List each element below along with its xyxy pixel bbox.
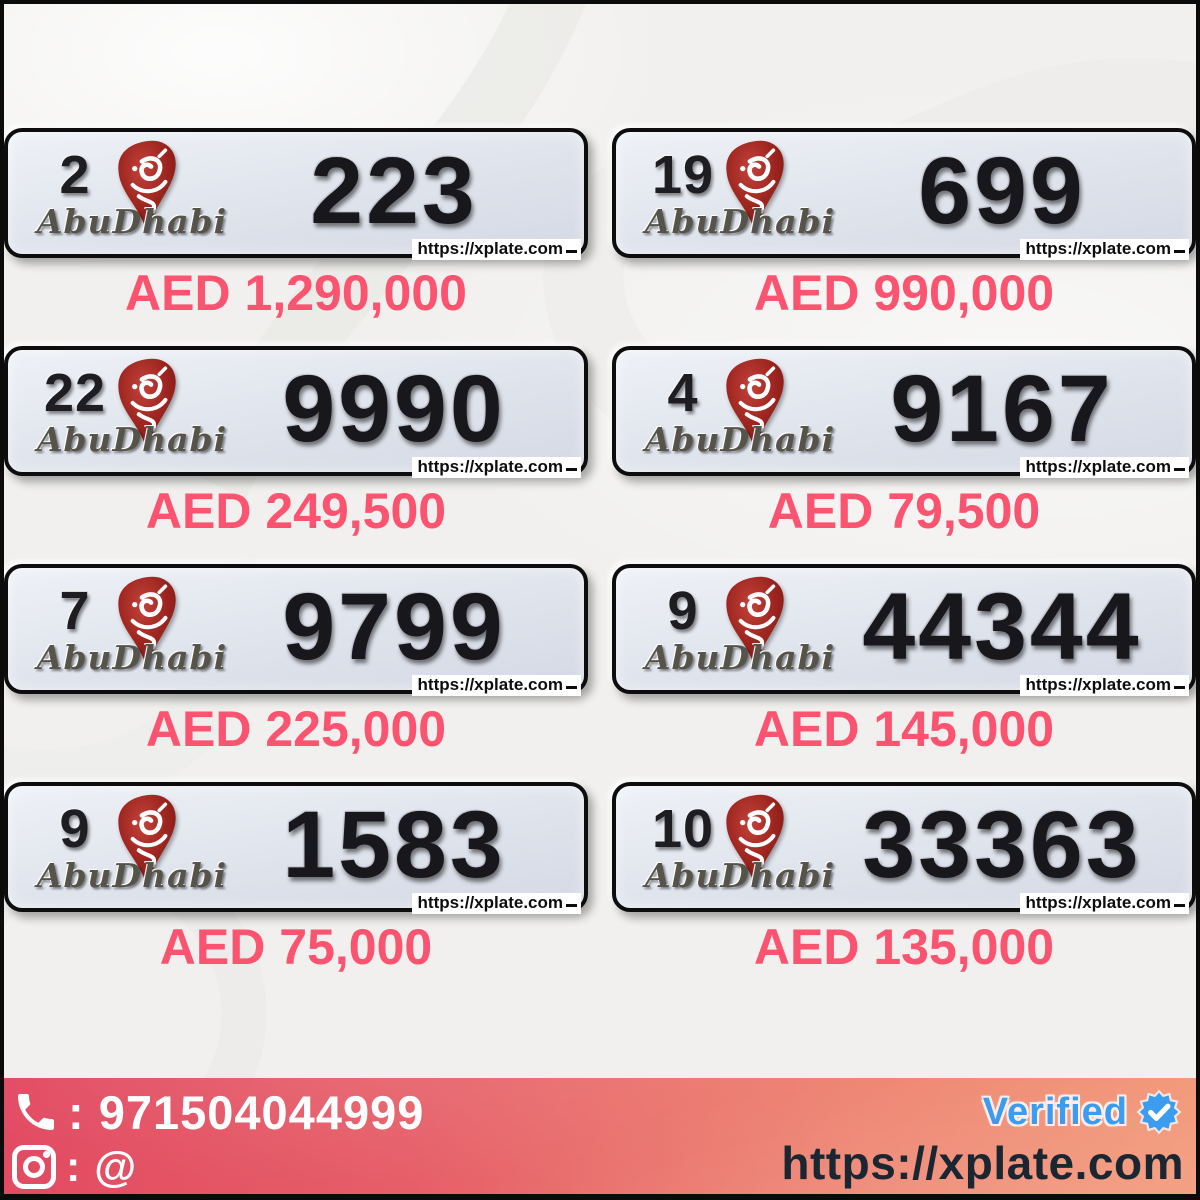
plate-number: 223	[310, 138, 478, 244]
license-plate: 19 AbuDhabi 699 https://xplate.com	[612, 128, 1196, 260]
verified-row: Verified	[781, 1086, 1184, 1138]
plate-number: 33363	[862, 792, 1142, 898]
plate-region-label: AbuDhabi	[36, 202, 228, 241]
plate-price: AED 75,000	[159, 919, 433, 975]
license-plate: 10 AbuDhabi 33363 https://xplate.co	[612, 782, 1196, 914]
abu-dhabi-emblem-icon	[118, 794, 176, 883]
plate-number: 1583	[282, 792, 506, 898]
abu-dhabi-emblem-icon	[726, 794, 784, 883]
plate-region-label: AbuDhabi	[36, 420, 228, 459]
plate-watermark: https://xplate.com	[1019, 675, 1189, 696]
plate-listing[interactable]: 22 AbuDhabi 9990 https://xplate.com	[4, 346, 588, 564]
plate-watermark: https://xplate.com	[1019, 239, 1189, 260]
plate-price: AED 990,000	[753, 265, 1055, 321]
plate-region-label: AbuDhabi	[644, 638, 836, 677]
plate-price: AED 1,290,000	[125, 265, 467, 321]
plate-category-number: 22	[43, 363, 107, 423]
license-plate: 22 AbuDhabi 9990 https://xplate.com	[4, 346, 588, 478]
plate-watermark: https://xplate.com	[411, 893, 581, 914]
instagram-icon	[12, 1145, 56, 1189]
verified-label: Verified	[982, 1090, 1128, 1133]
verified-badge-icon	[1136, 1089, 1182, 1135]
footer-bar: : 971504044999 : @ Verified https://xpla…	[4, 1078, 1196, 1194]
plate-number: 44344	[862, 574, 1142, 680]
phone-number: : 971504044999	[68, 1085, 425, 1139]
license-plate: 7 AbuDhabi 9799 https://xplate.com	[4, 564, 588, 696]
instagram-contact[interactable]: : @	[12, 1142, 424, 1192]
license-plate: 9 AbuDhabi 44344 https://xplate.com	[612, 564, 1196, 696]
license-plate: 2 AbuDhabi 223 https://xplate.com	[4, 128, 588, 260]
plate-number: 699	[918, 138, 1086, 244]
plate-region-label: AbuDhabi	[644, 202, 836, 241]
instagram-handle: : @	[66, 1142, 138, 1191]
plate-region-label: AbuDhabi	[36, 638, 228, 677]
plate-category-number: 10	[651, 799, 715, 859]
abu-dhabi-emblem-icon	[118, 576, 176, 665]
plate-category-number: 9	[59, 799, 91, 859]
plate-category-number: 2	[59, 145, 91, 205]
plate-watermark: https://xplate.com	[411, 457, 581, 478]
plate-listing[interactable]: 9 AbuDhabi 1583 https://xplate.com	[4, 782, 588, 1000]
site-block: Verified https://xplate.com	[781, 1086, 1184, 1188]
phone-contact[interactable]: : 971504044999	[12, 1082, 424, 1142]
plate-price: AED 249,500	[145, 483, 447, 539]
plate-category-number: 7	[59, 581, 91, 641]
plates-grid: 2 AbuDhabi 223 https://xplate.com	[4, 128, 1196, 1000]
abu-dhabi-emblem-icon	[726, 140, 784, 229]
plate-watermark: https://xplate.com	[411, 239, 581, 260]
plate-listing[interactable]: 10 AbuDhabi 33363 https://xplate.co	[612, 782, 1196, 1000]
plate-listing[interactable]: 9 AbuDhabi 44344 https://xplate.com	[612, 564, 1196, 782]
abu-dhabi-emblem-icon	[118, 358, 176, 447]
website-url[interactable]: https://xplate.com	[781, 1137, 1184, 1189]
plate-category-number: 9	[667, 581, 699, 641]
plate-watermark: https://xplate.com	[1019, 893, 1189, 914]
contact-block: : 971504044999 : @	[12, 1082, 424, 1192]
abu-dhabi-emblem-icon	[726, 576, 784, 665]
plate-region-label: AbuDhabi	[644, 420, 836, 459]
plate-region-label: AbuDhabi	[36, 856, 228, 895]
license-plate: 9 AbuDhabi 1583 https://xplate.com	[4, 782, 588, 914]
plate-watermark: https://xplate.com	[1019, 457, 1189, 478]
plate-listing[interactable]: 19 AbuDhabi 699 https://xplate.com	[612, 128, 1196, 346]
phone-icon	[18, 1094, 54, 1130]
plate-region-label: AbuDhabi	[644, 856, 836, 895]
plate-price: AED 145,000	[753, 701, 1055, 757]
plate-number: 9799	[282, 574, 506, 680]
license-plate: 4 AbuDhabi 9167 https://xplate.com	[612, 346, 1196, 478]
plate-price: AED 135,000	[753, 919, 1055, 975]
plate-watermark: https://xplate.com	[411, 675, 581, 696]
plate-number: 9167	[890, 356, 1114, 462]
plate-price: AED 79,500	[767, 483, 1041, 539]
abu-dhabi-emblem-icon	[118, 140, 176, 229]
abu-dhabi-emblem-icon	[726, 358, 784, 447]
plate-number: 9990	[282, 356, 506, 462]
plate-listing[interactable]: 7 AbuDhabi 9799 https://xplate.com	[4, 564, 588, 782]
plate-listing[interactable]: 4 AbuDhabi 9167 https://xplate.com	[612, 346, 1196, 564]
plate-category-number: 4	[667, 363, 699, 423]
plate-price: AED 225,000	[145, 701, 447, 757]
plate-category-number: 19	[651, 145, 715, 205]
plate-listing[interactable]: 2 AbuDhabi 223 https://xplate.com	[4, 128, 588, 346]
